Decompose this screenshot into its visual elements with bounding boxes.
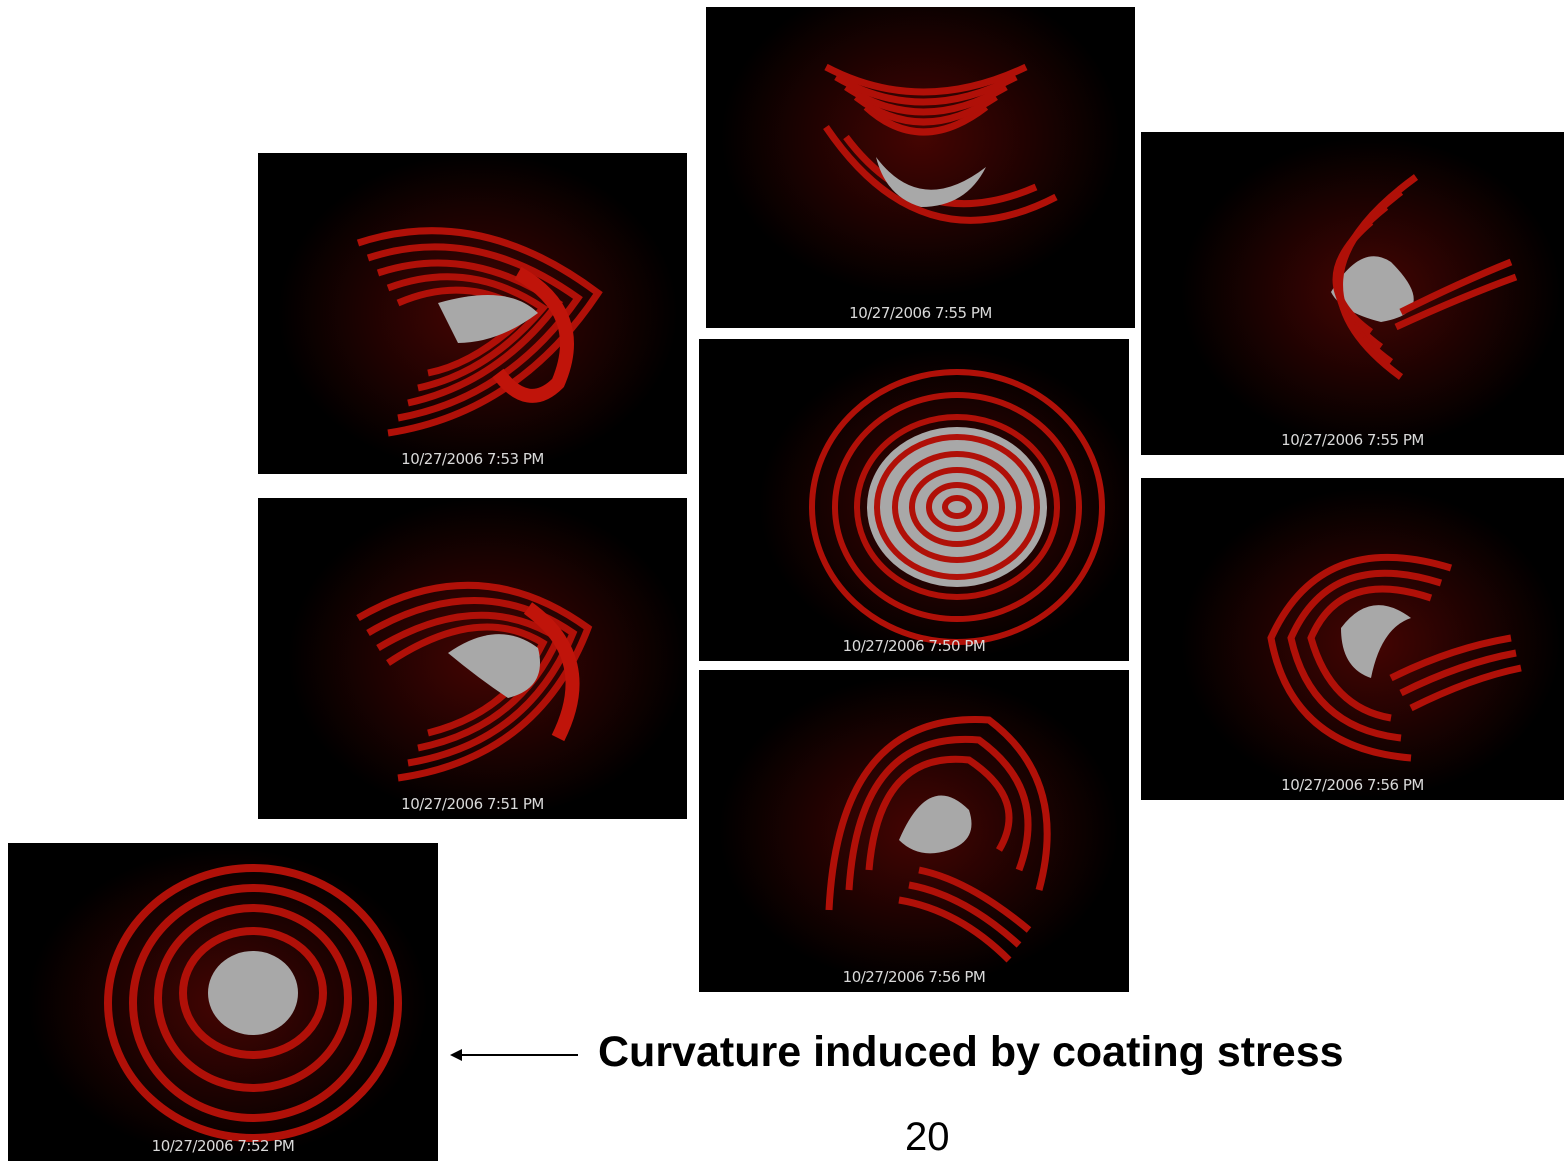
frame-timestamp: 10/27/2006 7:55 PM xyxy=(849,304,992,322)
interferogram-frame-755-center: 10/27/2006 7:55 PM xyxy=(706,7,1135,328)
fringe-pattern xyxy=(28,848,428,1158)
frame-timestamp: 10/27/2006 7:56 PM xyxy=(842,968,986,986)
interferogram-frame-752: 10/27/2006 7:52 PM xyxy=(8,843,438,1161)
interferogram-frame-756-center: 10/27/2006 7:56 PM xyxy=(699,670,1129,992)
fringe-pattern xyxy=(1181,137,1561,447)
frame-timestamp: 10/27/2006 7:51 PM xyxy=(401,795,544,813)
left-arrow-icon xyxy=(450,1049,578,1061)
frame-timestamp: 10/27/2006 7:55 PM xyxy=(1281,431,1424,449)
slide-caption: Curvature induced by coating stress xyxy=(598,1028,1344,1076)
fringe-pattern xyxy=(278,153,678,473)
page-number: 20 xyxy=(905,1115,950,1159)
frame-timestamp: 10/27/2006 7:50 PM xyxy=(842,637,986,655)
fringe-pattern xyxy=(288,498,687,818)
interferogram-frame-753: 10/27/2006 7:53 PM xyxy=(258,153,687,474)
fringe-pattern xyxy=(1181,488,1561,798)
frame-timestamp: 10/27/2006 7:56 PM xyxy=(1281,776,1424,794)
fringe-pattern xyxy=(721,7,1121,297)
interferogram-frame-751: 10/27/2006 7:51 PM xyxy=(258,498,687,819)
interferogram-frame-750: 10/27/2006 7:50 PM xyxy=(699,339,1129,661)
interferogram-frame-755-right: 10/27/2006 7:55 PM xyxy=(1141,132,1564,455)
interferogram-frame-756-right: 10/27/2006 7:56 PM xyxy=(1141,478,1564,800)
frame-timestamp: 10/27/2006 7:53 PM xyxy=(401,450,544,468)
fringe-pattern xyxy=(759,349,1129,659)
fringe-pattern xyxy=(719,675,1119,985)
frame-timestamp: 10/27/2006 7:52 PM xyxy=(151,1137,295,1155)
